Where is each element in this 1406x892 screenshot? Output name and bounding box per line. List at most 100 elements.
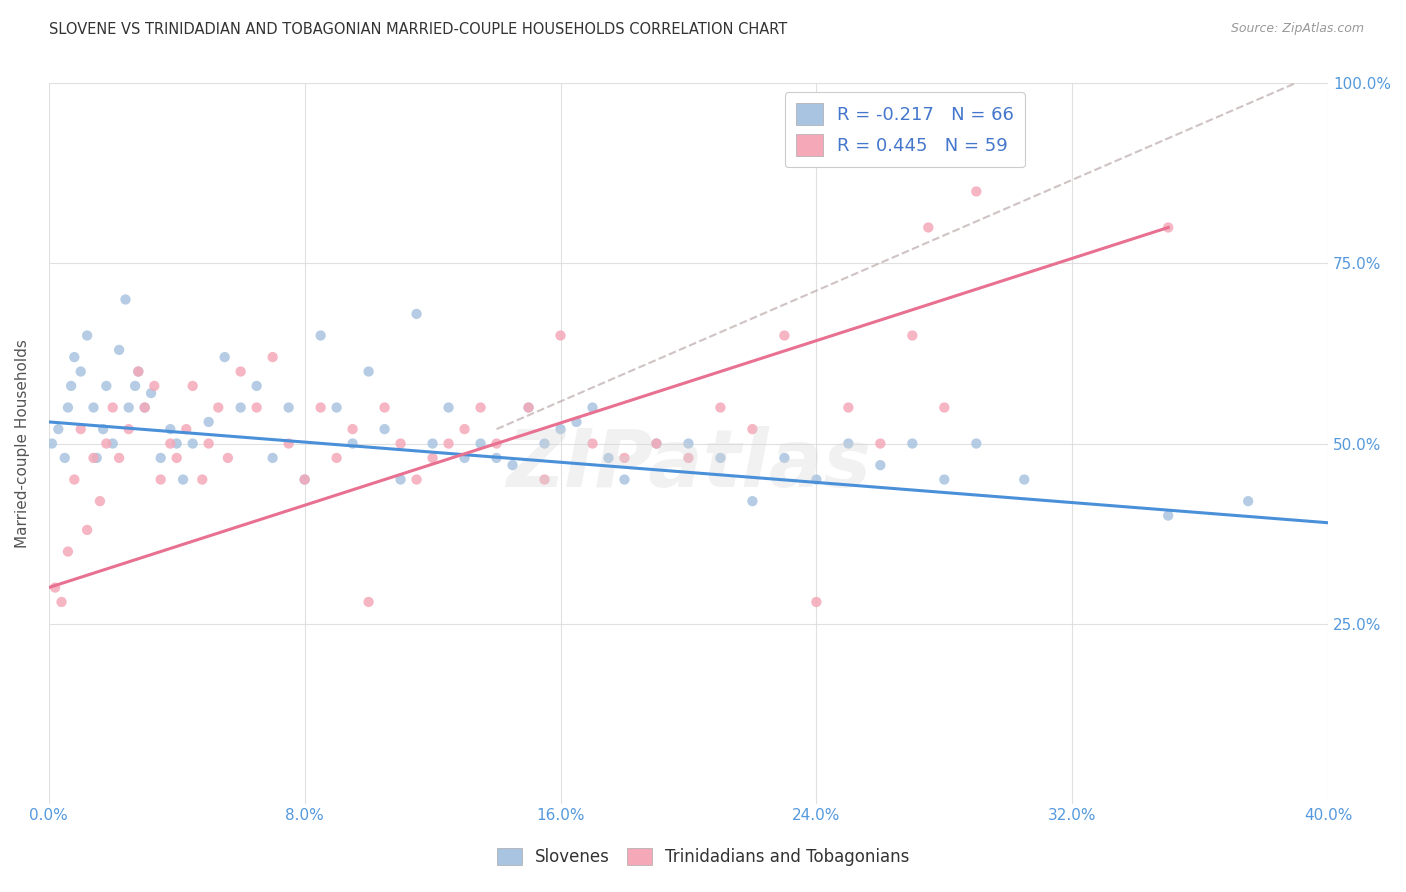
Legend: Slovenes, Trinidadians and Tobagonians: Slovenes, Trinidadians and Tobagonians [491,841,915,873]
Point [159,422,181,436]
Point [1237,494,1260,508]
Point [741,422,763,436]
Point [86,450,108,465]
Text: SLOVENE VS TRINIDADIAN AND TOBAGONIAN MARRIED-COUPLE HOUSEHOLDS CORRELATION CHAR: SLOVENE VS TRINIDADIAN AND TOBAGONIAN MA… [49,22,787,37]
Point [96,436,118,450]
Point [934,401,956,415]
Point [934,473,956,487]
Point [83,450,105,465]
Point [262,450,284,465]
Point [197,436,219,450]
Point [108,343,131,357]
Point [83,401,105,415]
Point [127,364,149,378]
Point [159,436,181,450]
Point [96,379,118,393]
Point [60,379,83,393]
Point [56,401,79,415]
Point [41,436,63,450]
Point [277,401,299,415]
Point [357,595,380,609]
Point [901,436,924,450]
Point [533,436,555,450]
Point [277,436,299,450]
Point [217,450,239,465]
Point [101,436,124,450]
Point [181,379,204,393]
Point [76,523,98,537]
Point [645,436,668,450]
Point [124,379,146,393]
Legend: R = -0.217   N = 66, R = 0.445   N = 59: R = -0.217 N = 66, R = 0.445 N = 59 [785,93,1025,167]
Point [174,422,197,436]
Point [901,328,924,343]
Point [143,379,166,393]
Point [581,436,603,450]
Point [470,401,492,415]
Point [405,307,427,321]
Point [46,422,69,436]
Point [357,364,380,378]
Point [422,450,444,465]
Point [678,450,700,465]
Point [63,350,86,364]
Point [517,401,540,415]
Point [741,494,763,508]
Text: Source: ZipAtlas.com: Source: ZipAtlas.com [1230,22,1364,36]
Point [837,401,859,415]
Point [502,458,524,472]
Point [550,422,572,436]
Point [613,473,636,487]
Point [134,401,156,415]
Point [869,436,891,450]
Point [172,473,194,487]
Point [246,401,269,415]
Y-axis label: Married-couple Households: Married-couple Households [15,339,30,548]
Point [565,415,588,429]
Point [63,473,86,487]
Point [613,450,636,465]
Point [869,458,891,472]
Point [374,422,396,436]
Point [806,473,828,487]
Point [118,401,141,415]
Point [149,450,172,465]
Point [437,401,460,415]
Point [773,450,796,465]
Text: ZIPatlas: ZIPatlas [506,426,870,504]
Point [1014,473,1036,487]
Point [422,436,444,450]
Point [485,450,508,465]
Point [645,436,668,450]
Point [709,401,731,415]
Point [114,293,136,307]
Point [101,401,124,415]
Point [965,185,987,199]
Point [309,401,332,415]
Point [517,401,540,415]
Point [405,473,427,487]
Point [246,379,269,393]
Point [309,328,332,343]
Point [166,450,188,465]
Point [581,401,603,415]
Point [134,401,156,415]
Point [91,422,114,436]
Point [207,401,229,415]
Point [837,436,859,450]
Point [294,473,316,487]
Point [325,450,347,465]
Point [262,350,284,364]
Point [453,450,475,465]
Point [389,473,412,487]
Point [69,422,91,436]
Point [470,436,492,450]
Point [214,350,236,364]
Point [678,436,700,450]
Point [118,422,141,436]
Point [56,544,79,558]
Point [139,386,162,401]
Point [485,436,508,450]
Point [229,401,252,415]
Point [917,220,939,235]
